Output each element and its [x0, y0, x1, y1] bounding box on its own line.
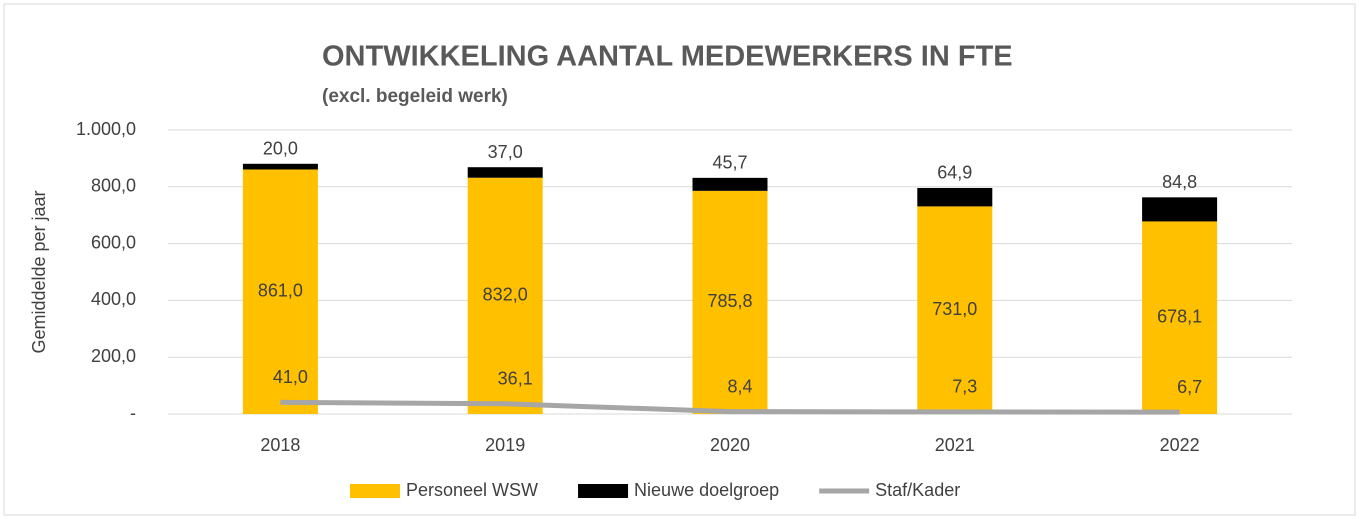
data-label: 7,3	[952, 377, 977, 397]
data-label: 861,0	[258, 280, 303, 300]
data-label: 20,0	[263, 139, 298, 159]
bar-segment	[242, 169, 318, 414]
legend-swatch	[578, 484, 629, 498]
data-label: 45,7	[712, 153, 747, 173]
legend-swatch	[350, 484, 400, 498]
legend-label: Nieuwe doelgroep	[634, 480, 779, 500]
y-tick-label: 1.000,0	[76, 119, 136, 139]
data-label: 832,0	[483, 285, 528, 305]
y-tick-label: 200,0	[91, 346, 136, 366]
bar-segment	[692, 190, 768, 414]
bar-segment	[242, 163, 318, 170]
y-axis-label: Gemiddelde per jaar	[29, 190, 49, 353]
data-label: 36,1	[498, 368, 533, 388]
data-label: 84,8	[1162, 172, 1197, 192]
y-tick-label: 600,0	[91, 232, 136, 252]
x-tick-label: 2022	[1160, 435, 1200, 455]
data-label: 731,0	[932, 299, 977, 319]
line	[280, 399, 1180, 415]
data-label: 785,8	[707, 291, 752, 311]
y-tick-label: 400,0	[91, 289, 136, 309]
data-label: 6,7	[1177, 377, 1202, 397]
legend-label: Staf/Kader	[875, 480, 960, 500]
x-tick-label: 2019	[485, 435, 525, 455]
chart-border	[3, 3, 1356, 516]
x-tick-label: 2020	[710, 435, 750, 455]
legend-label: Personeel WSW	[406, 480, 538, 500]
data-label: 8,4	[727, 376, 752, 396]
bar-segment	[467, 177, 543, 414]
x-tick-label: 2021	[935, 435, 975, 455]
bar-segment	[1142, 197, 1218, 222]
data-label: 64,9	[937, 163, 972, 183]
y-tick-label: -	[130, 403, 136, 423]
y-tick-label: 800,0	[91, 176, 136, 196]
bar-segment	[692, 177, 768, 191]
chart-subtitle: (excl. begeleid werk)	[322, 86, 508, 107]
bar-segment	[917, 187, 993, 207]
bar-segment	[1142, 221, 1218, 414]
data-label: 678,1	[1157, 306, 1202, 326]
chart-title: ONTWIKKELING AANTAL MEDEWERKERS IN FTE	[322, 41, 1013, 73]
bar-segment	[917, 206, 993, 414]
bar-segment	[467, 167, 543, 178]
data-label: 37,0	[488, 142, 523, 162]
data-label: 41,0	[273, 367, 308, 387]
x-tick-label: 2018	[260, 435, 300, 455]
